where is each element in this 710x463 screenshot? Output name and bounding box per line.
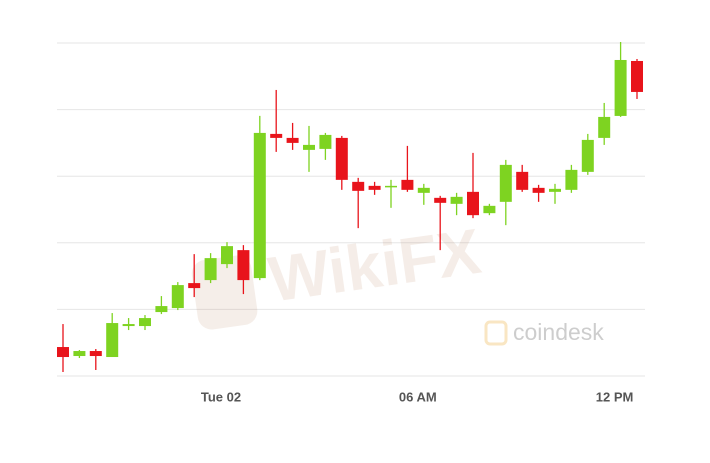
candle-body [385,185,397,188]
candle-body [253,132,266,279]
candle-body [204,258,217,281]
candle-body [270,133,283,138]
candle-body [467,191,479,216]
candle-body [532,187,545,193]
candle-body [57,347,69,358]
watermark-layer: WikiFX coindesk [191,215,604,346]
x-tick-label: 06 AM [399,389,437,404]
candle-body [368,185,381,190]
candle-body [286,137,299,143]
candle-body [89,351,102,357]
candle-body [614,59,627,116]
candle-body [303,144,315,150]
candle-body [155,306,168,313]
candle-body [417,187,430,193]
candle-body [631,60,643,92]
x-tick-label: 12 PM [596,389,634,404]
candle-body [450,196,463,204]
candle-body [565,169,578,190]
candle-body [122,324,135,327]
wikifx-watermark: WikiFX [264,215,485,316]
candle-body [549,188,561,192]
candle-body [516,171,529,190]
candle-body [401,179,414,190]
candle-body [434,197,447,203]
candle-body [237,250,250,281]
candle-body [171,285,184,309]
candle-body [581,139,594,172]
coindesk-icon [484,320,508,346]
candle-body [73,351,86,357]
x-tick-label: Tue 02 [201,389,241,404]
grid-layer [57,42,645,377]
candle-body [319,134,332,149]
candle-body [352,181,365,191]
candle-body [188,283,201,289]
candle-body [106,323,119,358]
coindesk-watermark: coindesk [513,319,604,345]
candle-body [598,116,611,138]
candle-body [499,164,512,202]
candle-body [483,205,496,214]
coindesk-logo [484,320,508,346]
candle-body [221,246,233,265]
candle-body [139,318,151,327]
candle-body [335,137,348,180]
